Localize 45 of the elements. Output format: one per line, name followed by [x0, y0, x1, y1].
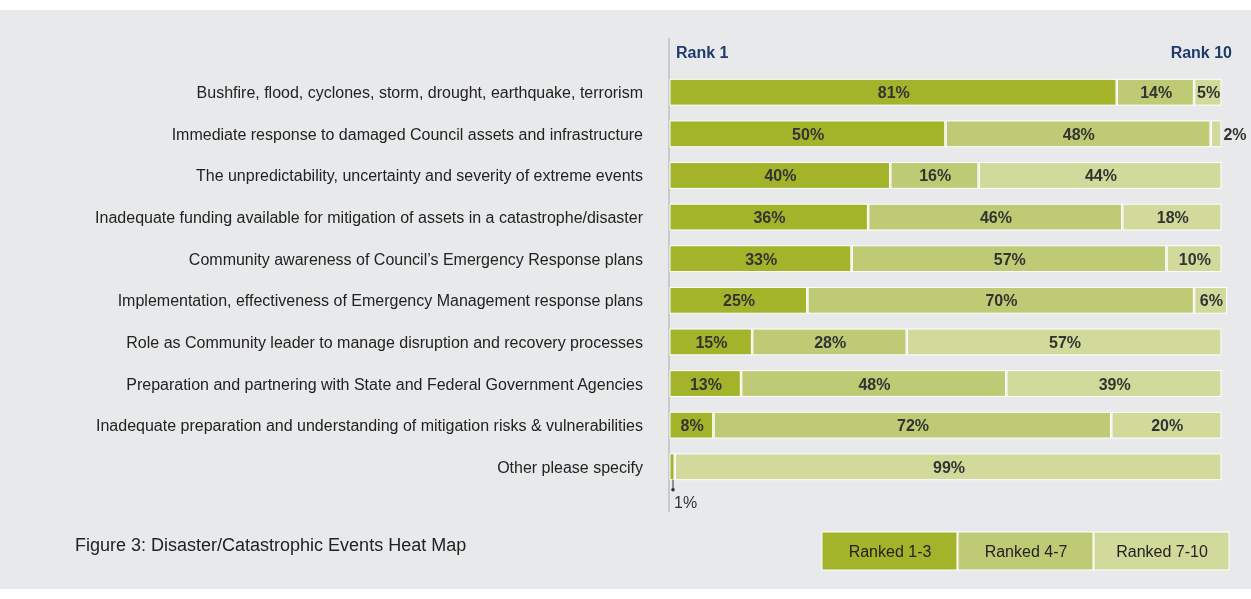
data-label: 1% — [674, 493, 698, 511]
y-tick-label: Community awareness of Council’s Emergency Response plans — [188, 250, 643, 268]
text: Figure 3: Disaster/Catastrophic Events Heat Map — [75, 535, 467, 555]
data-label: 5% — [1197, 84, 1221, 102]
data-label: 13% — [689, 375, 722, 393]
data-label: 8% — [680, 417, 704, 435]
data-label: 2% — [1223, 125, 1247, 143]
y-tick-label: Implementation, effectiveness of Emergency Management response plans — [117, 292, 643, 310]
data-label: 72% — [897, 417, 930, 435]
y-tick-label: Immediate response to damaged Council assets and infrastructure — [171, 125, 644, 143]
data-label: 28% — [814, 333, 847, 351]
data-label: 57% — [993, 250, 1026, 268]
text: Ranked 4-7 — [984, 543, 1068, 560]
annotation: Rank 10 — [1170, 44, 1233, 61]
data-label: 99% — [932, 458, 966, 476]
data-label: 48% — [858, 375, 891, 393]
y-tick-label: Preparation and partnering with State and Federal Government Agencies — [126, 375, 643, 393]
y-tick-label: The unpredictability, uncertainty and severity of extreme events — [195, 167, 643, 185]
annotation: Rank 1 — [676, 44, 729, 61]
data-label: 16% — [919, 167, 952, 185]
data-label: 57% — [1049, 333, 1082, 351]
data-label: 39% — [1098, 375, 1131, 393]
data-label: 50% — [792, 125, 825, 143]
data-label: 20% — [1151, 417, 1184, 435]
text: Ranked 1-3 — [848, 543, 932, 560]
data-label: 44% — [1084, 167, 1117, 185]
data-label: 18% — [1156, 209, 1189, 227]
y-tick-label: Inadequate preparation and understanding of mitigation risks & vulnerabilities — [95, 417, 643, 435]
data-label: 46% — [979, 209, 1012, 227]
text: Ranked 7-10 — [1116, 543, 1208, 560]
y-tick-label: Bushfire, flood, cyclones, storm, drought, earthquake, terrorism — [196, 84, 643, 102]
data-label: 25% — [723, 292, 756, 310]
y-tick-label: Other please specify — [497, 458, 643, 476]
data-label: 70% — [985, 292, 1018, 310]
y-tick-label: Inadequate funding available for mitigation of assets in a catastrophe/disaster — [95, 209, 644, 227]
y-tick-label: Role as Community leader to manage disruption and recovery processes — [126, 333, 643, 351]
data-label: 40% — [764, 167, 797, 185]
data-label: 81% — [877, 84, 910, 102]
data-label: 36% — [753, 209, 786, 227]
data-label: 15% — [695, 333, 728, 351]
data-label: 14% — [1140, 84, 1173, 102]
data-label: 33% — [745, 250, 778, 268]
data-label: 6% — [1199, 292, 1223, 310]
data-label: 48% — [1062, 125, 1095, 143]
data-label: 10% — [1178, 250, 1211, 268]
